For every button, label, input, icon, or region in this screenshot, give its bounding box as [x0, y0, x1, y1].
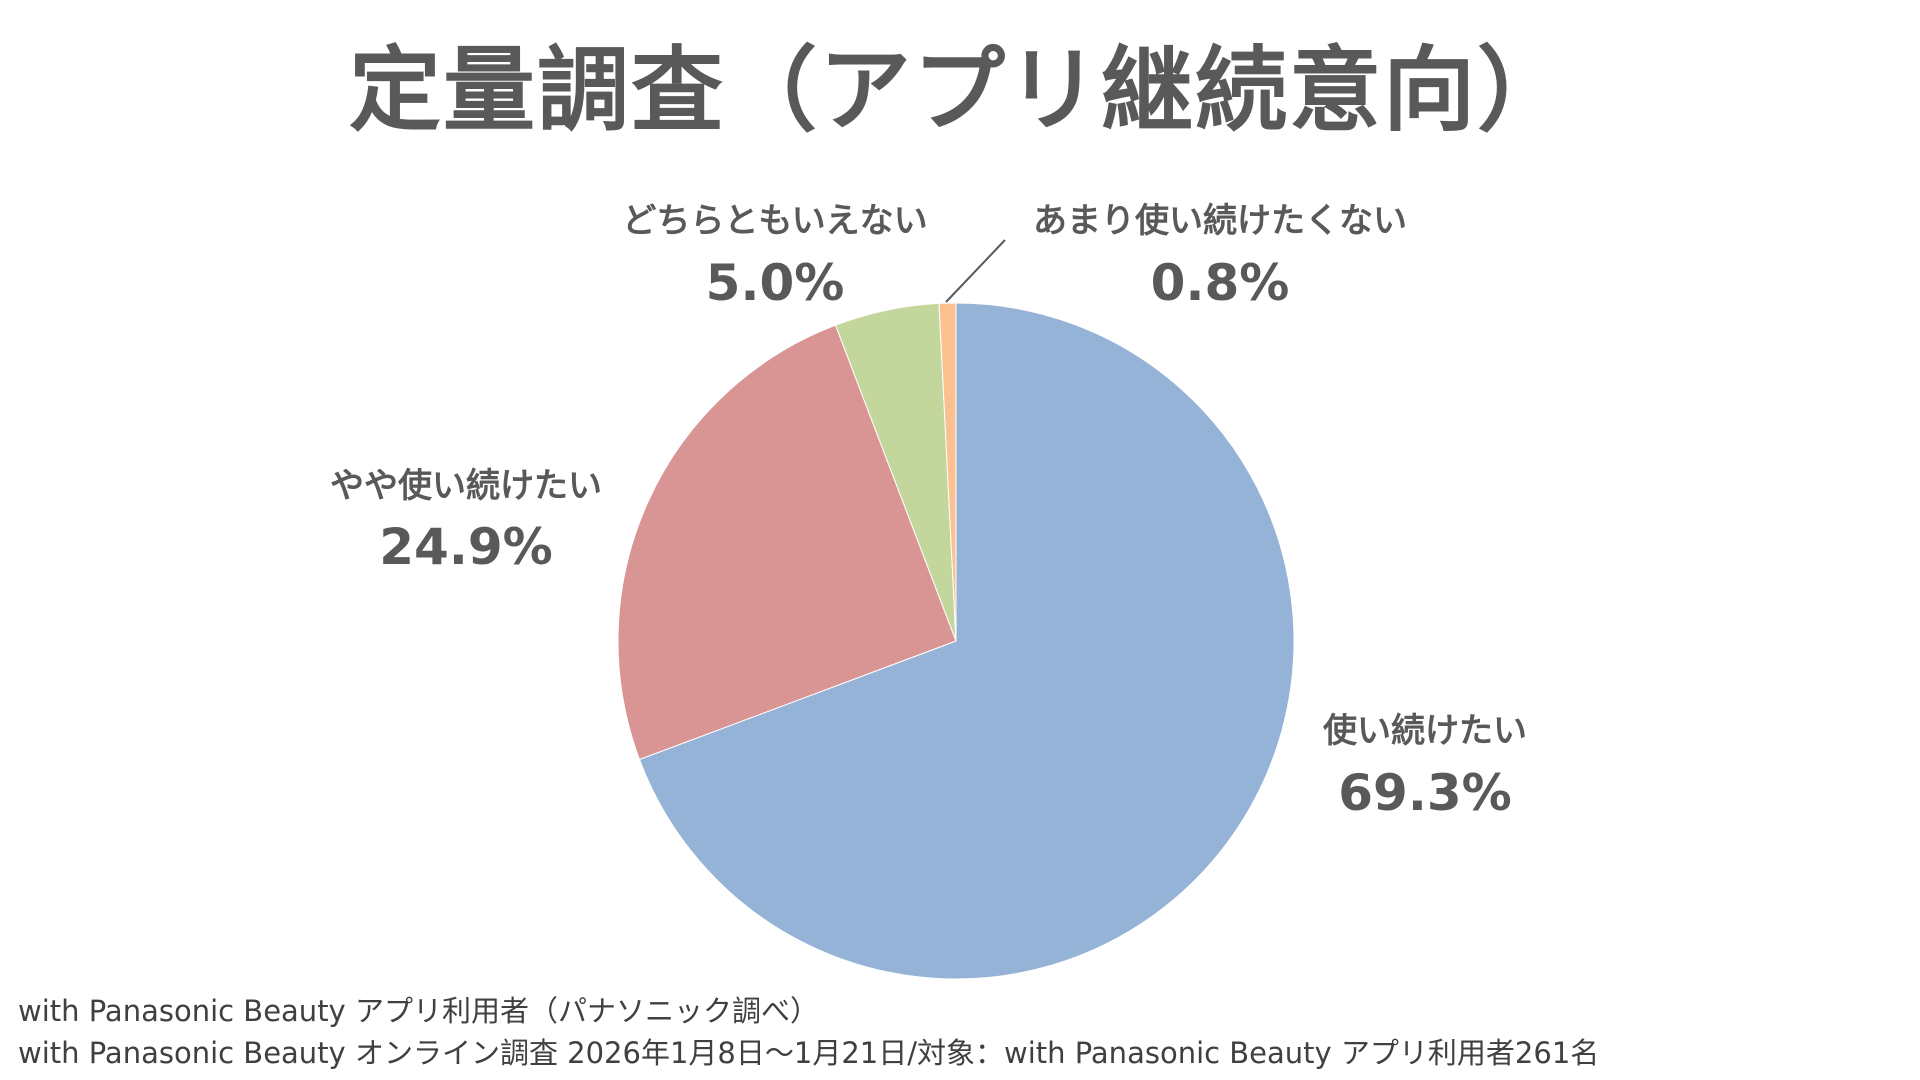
footnote-source: with Panasonic Beauty アプリ利用者（パナソニック調べ） — [18, 994, 819, 1028]
footnote-survey-details: with Panasonic Beauty オンライン調査 2026年1月8日〜… — [18, 1036, 1600, 1070]
slice-not-continue-label: あまり使い続けたくない — [1033, 201, 1407, 241]
slice-use-continue — [638, 302, 1295, 980]
slice-neutral-label: どちらともいえない — [622, 201, 927, 241]
slice-use-continue-value: 69.3% — [1338, 764, 1511, 822]
leader-line — [945, 239, 1006, 303]
slice-somewhat-continue-label: やや使い続けたい — [330, 466, 602, 506]
slice-neutral-value: 5.0% — [706, 254, 845, 312]
slice-somewhat-continue-value: 24.9% — [379, 518, 552, 576]
chart-title: 定量調査（アプリ継続意向） — [348, 37, 1571, 144]
slice-use-continue-label: 使い続けたい — [1322, 711, 1527, 751]
slice-not-continue-value: 0.8% — [1151, 254, 1290, 312]
slice-not-continue — [938, 302, 957, 642]
slice-somewhat-continue — [617, 324, 957, 761]
